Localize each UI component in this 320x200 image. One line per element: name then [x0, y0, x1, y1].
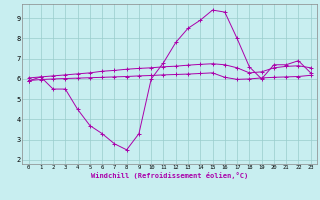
X-axis label: Windchill (Refroidissement éolien,°C): Windchill (Refroidissement éolien,°C) [91, 172, 248, 179]
